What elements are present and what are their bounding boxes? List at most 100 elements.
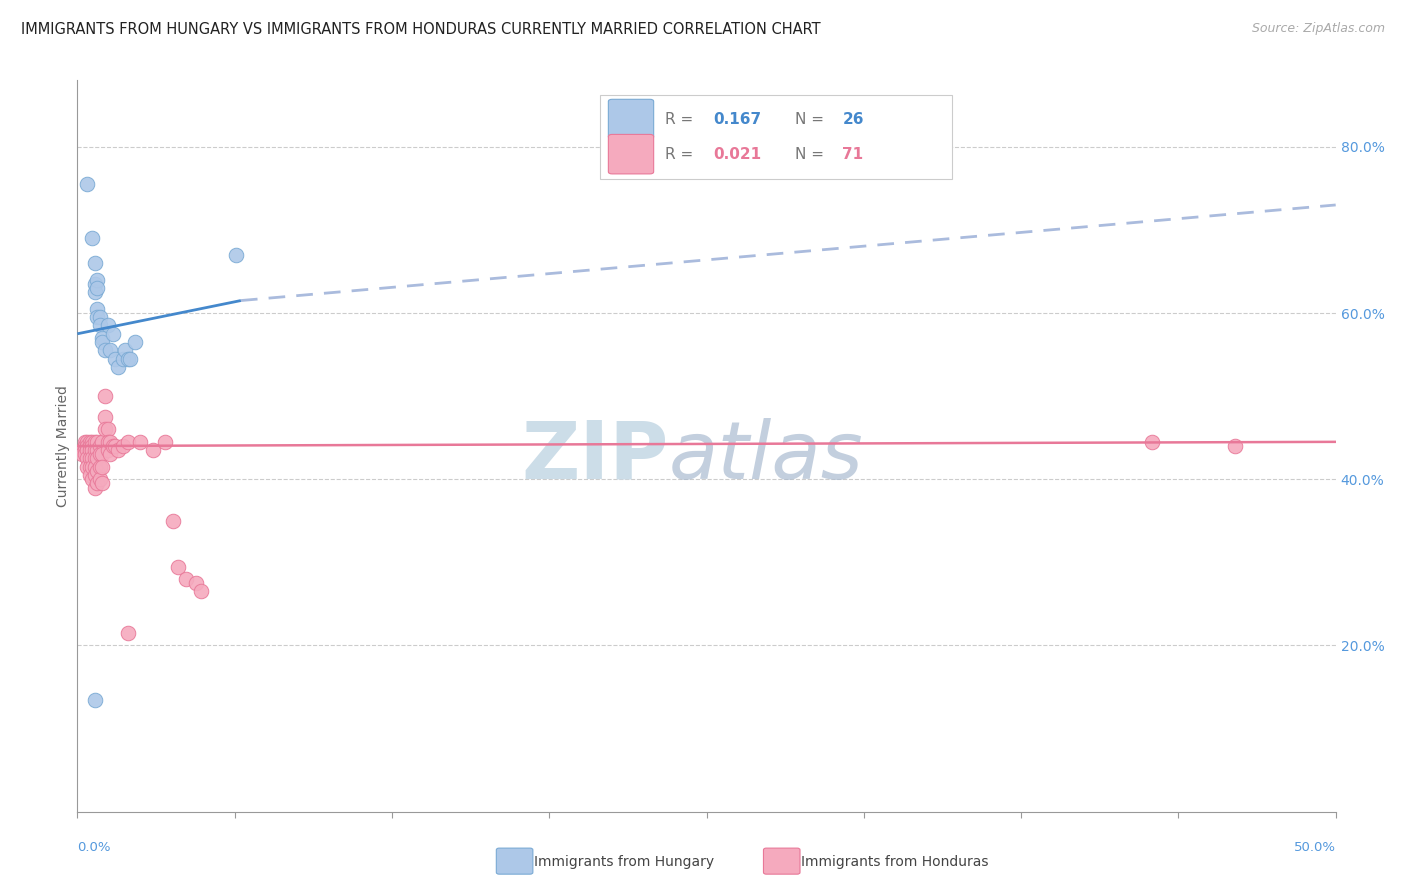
Point bbox=[76, 439, 98, 453]
Point bbox=[73, 443, 96, 458]
Point bbox=[117, 626, 139, 640]
Point bbox=[82, 231, 104, 245]
Point bbox=[89, 318, 111, 333]
Point bbox=[84, 451, 107, 466]
Point bbox=[114, 343, 136, 358]
Point bbox=[79, 443, 101, 458]
Point bbox=[86, 273, 108, 287]
Point bbox=[86, 451, 108, 466]
Point bbox=[104, 351, 127, 366]
Point bbox=[73, 447, 96, 461]
Point bbox=[86, 476, 108, 491]
Point bbox=[79, 434, 101, 449]
Point bbox=[98, 343, 121, 358]
Point bbox=[84, 434, 107, 449]
Point bbox=[76, 451, 98, 466]
Point bbox=[96, 318, 118, 333]
Point bbox=[96, 422, 118, 436]
Point bbox=[84, 256, 107, 270]
Point bbox=[117, 351, 139, 366]
Point bbox=[96, 434, 118, 449]
Point bbox=[84, 277, 107, 291]
Point bbox=[91, 459, 114, 474]
Point bbox=[104, 439, 127, 453]
Point bbox=[91, 447, 114, 461]
Point bbox=[73, 434, 96, 449]
Point bbox=[117, 434, 139, 449]
Point bbox=[79, 439, 101, 453]
Point bbox=[94, 422, 117, 436]
Point bbox=[107, 443, 129, 458]
Point bbox=[101, 439, 124, 453]
Point bbox=[79, 451, 101, 466]
Point bbox=[73, 439, 96, 453]
Point bbox=[86, 434, 108, 449]
Point bbox=[84, 692, 107, 706]
Text: 71: 71 bbox=[842, 146, 863, 161]
Point bbox=[86, 301, 108, 316]
Text: IMMIGRANTS FROM HUNGARY VS IMMIGRANTS FROM HONDURAS CURRENTLY MARRIED CORRELATIO: IMMIGRANTS FROM HUNGARY VS IMMIGRANTS FR… bbox=[21, 22, 821, 37]
Point bbox=[91, 434, 114, 449]
Point bbox=[76, 443, 98, 458]
Text: R =: R = bbox=[665, 146, 699, 161]
Point bbox=[84, 285, 107, 300]
Text: 50.0%: 50.0% bbox=[1294, 841, 1336, 854]
FancyBboxPatch shape bbox=[609, 99, 654, 139]
Point bbox=[1140, 434, 1163, 449]
Point bbox=[86, 310, 108, 325]
Point bbox=[190, 584, 212, 599]
Text: N =: N = bbox=[794, 112, 828, 127]
Point bbox=[167, 559, 190, 574]
Point bbox=[89, 310, 111, 325]
Point bbox=[84, 459, 107, 474]
Text: 0.021: 0.021 bbox=[713, 146, 761, 161]
Point bbox=[76, 434, 98, 449]
Text: 26: 26 bbox=[842, 112, 863, 127]
Point bbox=[98, 434, 121, 449]
Point bbox=[82, 459, 104, 474]
Point bbox=[86, 443, 108, 458]
Point bbox=[89, 472, 111, 486]
Point bbox=[94, 343, 117, 358]
Text: 0.0%: 0.0% bbox=[77, 841, 111, 854]
Text: ZIP: ZIP bbox=[522, 418, 669, 496]
Point bbox=[86, 464, 108, 478]
Point bbox=[174, 572, 197, 586]
Point bbox=[76, 177, 98, 191]
Point bbox=[82, 439, 104, 453]
Text: Source: ZipAtlas.com: Source: ZipAtlas.com bbox=[1251, 22, 1385, 36]
Point bbox=[96, 443, 118, 458]
FancyBboxPatch shape bbox=[609, 135, 654, 174]
Point bbox=[72, 443, 94, 458]
Point bbox=[129, 434, 152, 449]
Point bbox=[111, 351, 134, 366]
Point bbox=[82, 451, 104, 466]
Point bbox=[107, 359, 129, 374]
Point bbox=[82, 434, 104, 449]
Point bbox=[98, 447, 121, 461]
Point bbox=[84, 468, 107, 483]
Point bbox=[111, 439, 134, 453]
Point bbox=[76, 459, 98, 474]
Point bbox=[1223, 439, 1246, 453]
Text: R =: R = bbox=[665, 112, 699, 127]
Point bbox=[86, 281, 108, 295]
Y-axis label: Currently Married: Currently Married bbox=[56, 385, 70, 507]
Point bbox=[89, 459, 111, 474]
Point bbox=[84, 481, 107, 495]
Text: 0.167: 0.167 bbox=[713, 112, 761, 127]
Point bbox=[142, 443, 165, 458]
Point bbox=[225, 248, 247, 262]
Text: N =: N = bbox=[794, 146, 828, 161]
Text: atlas: atlas bbox=[669, 418, 863, 496]
Point bbox=[155, 434, 177, 449]
Point bbox=[91, 335, 114, 350]
Text: Immigrants from Hungary: Immigrants from Hungary bbox=[534, 855, 714, 869]
Text: Immigrants from Honduras: Immigrants from Honduras bbox=[801, 855, 988, 869]
Point bbox=[79, 459, 101, 474]
Point bbox=[124, 335, 146, 350]
Point bbox=[91, 331, 114, 345]
Point bbox=[72, 447, 94, 461]
Point bbox=[82, 472, 104, 486]
Point bbox=[94, 389, 117, 403]
